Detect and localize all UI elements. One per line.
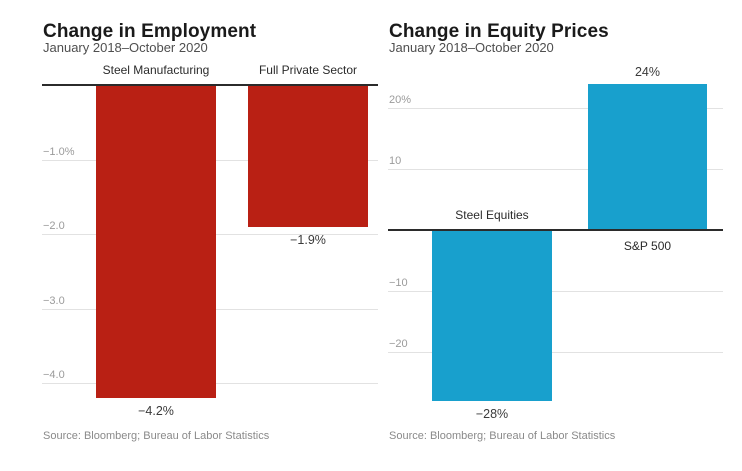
gridline <box>388 169 723 170</box>
category-label: S&P 500 <box>623 239 672 253</box>
value-label: −28% <box>475 407 509 421</box>
page-title: Change in Equity Prices <box>389 20 609 42</box>
y-tick-label: 10 <box>389 155 402 167</box>
category-label: Full Private Sector <box>258 63 358 77</box>
gridline <box>388 108 723 109</box>
category-label: Steel Manufacturing <box>102 63 210 77</box>
page-title: Change in Employment <box>43 20 257 42</box>
y-tick-label: 20% <box>389 94 412 106</box>
zero-axis-line <box>42 84 378 86</box>
bar-steel-equities <box>432 231 552 401</box>
bar-steel-manufacturing <box>96 86 216 398</box>
equity-prices-chart: Change in Equity Prices January 2018–Oct… <box>388 0 723 471</box>
chart-subtitle: January 2018–October 2020 <box>389 40 554 55</box>
chart-subtitle: January 2018–October 2020 <box>43 40 208 55</box>
gridline <box>388 291 723 292</box>
plot-area: −1.0% −2.0 −3.0 −4.0 Steel Manufacturing −4.2… <box>42 60 378 422</box>
y-tick-label: −10 <box>389 277 408 289</box>
gridline <box>388 352 723 353</box>
zero-axis-line <box>388 229 723 231</box>
value-label: 24% <box>634 65 661 79</box>
y-tick-label: −2.0 <box>43 220 65 232</box>
bar-full-private-sector <box>248 86 368 227</box>
category-label: Steel Equities <box>455 208 529 222</box>
source-note: Source: Bloomberg; Bureau of Labor Stati… <box>43 430 270 442</box>
source-note: Source: Bloomberg; Bureau of Labor Stati… <box>389 430 616 442</box>
y-tick-label: −3.0 <box>43 295 65 307</box>
value-label: −1.9% <box>290 233 326 247</box>
y-tick-label: −4.0 <box>43 369 65 381</box>
employment-chart: Change in Employment January 2018–Octobe… <box>42 0 378 471</box>
y-tick-label: −1.0% <box>43 146 75 158</box>
y-tick-label: −20 <box>389 338 408 350</box>
value-label: −4.2% <box>138 404 174 418</box>
plot-area: 20% 10 −10 −20 Steel Equities −28% S&P 500 24% <box>388 60 723 422</box>
bar-s-p-500 <box>588 84 707 229</box>
